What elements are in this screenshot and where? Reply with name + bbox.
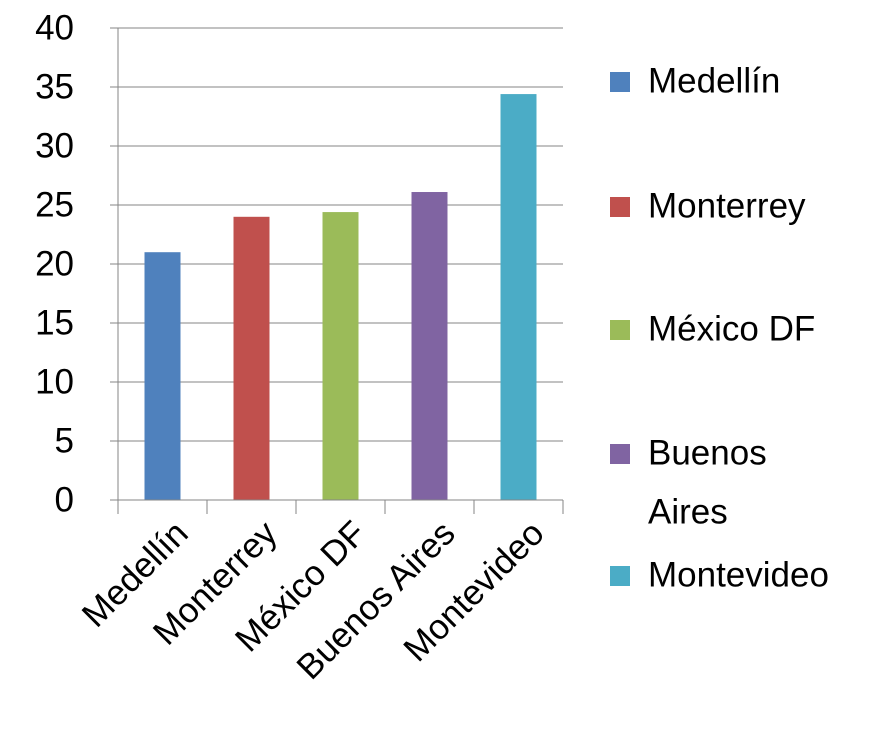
legend-swatch: [610, 320, 630, 340]
y-tick-label: 10: [35, 363, 74, 402]
y-tick-label: 0: [55, 481, 74, 520]
bar: [233, 216, 270, 501]
legend-label: Monterrey: [648, 187, 806, 226]
bars: [144, 94, 537, 501]
legend-label: Montevideo: [648, 556, 829, 595]
y-tick-label: 40: [35, 9, 74, 48]
bar: [144, 252, 181, 500]
legend-label: México DF: [648, 310, 815, 349]
legend: Medellín Monterrey México DF Buenos Aires Mon…: [610, 62, 829, 595]
y-tick-label: 20: [35, 245, 74, 284]
bar: [322, 212, 359, 500]
legend-label: Buenos: [648, 434, 767, 473]
bar: [411, 192, 448, 500]
legend-swatch: [610, 72, 630, 92]
y-tick-label: 30: [35, 127, 74, 166]
y-axis: 0 5 10 15 20 25 30 35 40: [35, 9, 119, 520]
y-tick-label: 5: [55, 422, 74, 461]
y-tick-label: 25: [35, 186, 74, 225]
y-tick-label: 35: [35, 68, 74, 107]
legend-swatch: [610, 197, 630, 217]
legend-label: Medellín: [648, 62, 780, 101]
legend-label: Aires: [648, 493, 728, 532]
bar: [500, 94, 537, 500]
y-tick-label: 15: [35, 304, 74, 343]
legend-swatch: [610, 444, 630, 464]
legend-swatch: [610, 566, 630, 586]
